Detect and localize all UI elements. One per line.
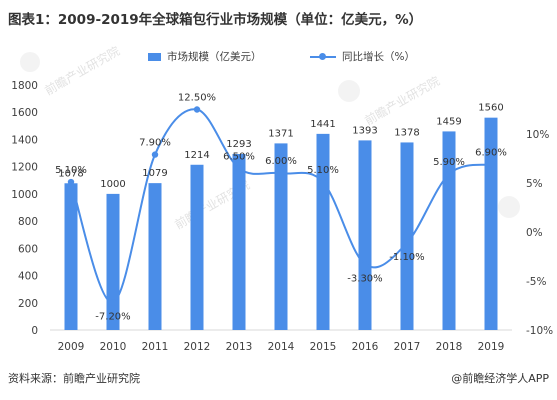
brand-credit: @前瞻经济学人APP: [451, 372, 549, 385]
x-tick-label: 2015: [310, 341, 337, 353]
growth-line: [70, 108, 492, 304]
chart-title: 图表1：2009-2019年全球箱包行业市场规模（单位：亿美元，%）: [8, 12, 423, 28]
x-tick-label: 2019: [478, 341, 505, 353]
y-left-tick-label: 600: [18, 243, 38, 255]
bar-value-label: 1393: [352, 125, 377, 136]
legend-swatch-line: [310, 52, 336, 62]
growth-point: [361, 261, 369, 268]
growth-value-label: 12.50%: [178, 93, 216, 104]
bar: [316, 133, 330, 330]
watermark-logo: [338, 80, 360, 102]
x-tick-label: 2011: [142, 341, 169, 353]
bar-value-label: 1459: [436, 116, 461, 127]
x-tick-label: 2013: [226, 341, 253, 353]
bar: [274, 143, 288, 330]
bar: [148, 183, 162, 330]
x-tick-label: 2018: [436, 341, 463, 353]
bar-value-label: 1371: [268, 128, 293, 139]
y-right-tick-label: 5%: [526, 178, 543, 190]
x-tick-label: 2010: [100, 341, 127, 353]
y-left-tick-label: 800: [18, 216, 38, 228]
growth-value-label: 6.90%: [475, 147, 507, 158]
growth-point: [109, 299, 117, 306]
watermark-logo: [498, 196, 520, 218]
watermark-logo: [20, 52, 40, 72]
x-tick-label: 2012: [184, 341, 211, 353]
growth-point: [487, 161, 495, 168]
growth-value-label: 6.50%: [223, 151, 255, 162]
y-right-tick-label: 10%: [526, 129, 549, 141]
bar-value-label: 1441: [310, 119, 335, 130]
bar-value-label: 1378: [394, 127, 419, 138]
bar: [442, 131, 456, 330]
legend-label-line: 同比增长（%）: [342, 51, 415, 63]
legend-swatch-bar: [148, 52, 161, 61]
bar: [106, 193, 120, 330]
y-left-tick-label: 1000: [11, 189, 38, 201]
y-left-tick-label: 1400: [11, 134, 38, 146]
legend-item-line: 同比增长（%）: [310, 49, 415, 64]
growth-value-label: -7.20%: [95, 312, 130, 323]
bar-value-label: 1079: [142, 168, 167, 179]
y-left-tick-label: 0: [31, 325, 38, 337]
growth-value-label: -3.30%: [347, 273, 382, 284]
growth-point: [277, 170, 285, 177]
y-left-tick-label: 1200: [11, 162, 38, 174]
growth-value-label: 6.00%: [265, 156, 297, 167]
bar: [190, 164, 204, 330]
legend: 市场规模（亿美元） 同比增长（%）: [0, 47, 557, 67]
growth-value-label: 7.90%: [139, 138, 171, 149]
bar-value-label: 1078: [58, 168, 83, 179]
y-left-tick-label: 200: [18, 298, 38, 310]
growth-value-label: 5.10%: [307, 165, 339, 176]
growth-value-label: 5.90%: [433, 157, 465, 168]
growth-point: [67, 178, 75, 186]
growth-point: [403, 239, 411, 246]
x-tick-label: 2014: [268, 341, 295, 353]
bar: [64, 183, 78, 330]
bar-value-label: 1000: [100, 179, 125, 190]
growth-point: [235, 165, 243, 172]
y-right-tick-label: -5%: [526, 276, 546, 288]
bar-value-label: 1560: [478, 103, 503, 114]
y-right-tick-label: -10%: [526, 325, 553, 337]
growth-point: [445, 170, 453, 178]
growth-point: [151, 151, 159, 158]
x-tick-label: 2009: [58, 341, 85, 353]
y-left-tick-label: 400: [18, 271, 38, 283]
bar: [358, 140, 372, 330]
growth-point: [193, 106, 201, 113]
y-right-tick-label: 0%: [526, 227, 543, 239]
growth-value-label: -1.10%: [389, 252, 424, 263]
bar-value-label: 1214: [184, 150, 209, 161]
x-tick-label: 2017: [394, 341, 421, 353]
legend-item-bar: 市场规模（亿美元）: [148, 49, 262, 64]
growth-value-label: 5.10%: [55, 165, 87, 176]
y-left-tick-label: 1800: [11, 80, 38, 92]
bar-value-label: 1293: [226, 139, 251, 150]
growth-point: [319, 178, 327, 186]
x-tick-label: 2016: [352, 341, 379, 353]
source-note: 资料来源：前瞻产业研究院: [8, 372, 140, 385]
bar: [232, 154, 246, 330]
y-left-tick-label: 1600: [11, 107, 38, 119]
legend-label-bar: 市场规模（亿美元）: [167, 51, 262, 63]
bar: [400, 142, 414, 330]
bar: [484, 117, 498, 331]
